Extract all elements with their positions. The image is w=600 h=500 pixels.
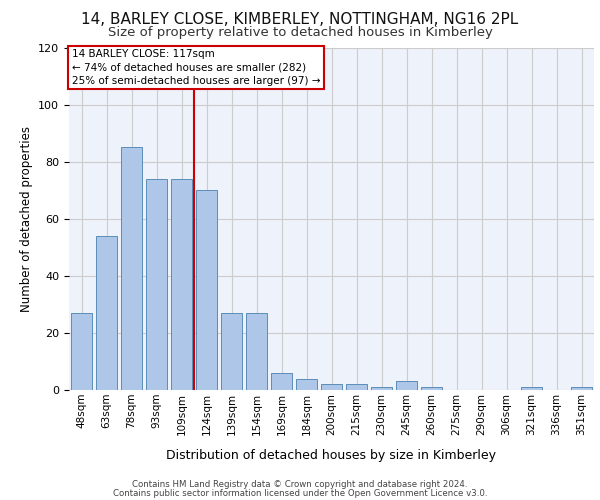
Bar [296, 378, 317, 390]
Bar [121, 148, 142, 390]
Bar [346, 384, 367, 390]
Bar [571, 387, 592, 390]
Text: 14, BARLEY CLOSE, KIMBERLEY, NOTTINGHAM, NG16 2PL: 14, BARLEY CLOSE, KIMBERLEY, NOTTINGHAM,… [82, 12, 518, 28]
Bar [96, 236, 117, 390]
Text: Size of property relative to detached houses in Kimberley: Size of property relative to detached ho… [107, 26, 493, 39]
Bar [146, 179, 167, 390]
Bar [271, 373, 292, 390]
Bar [396, 382, 417, 390]
X-axis label: Distribution of detached houses by size in Kimberley: Distribution of detached houses by size … [167, 449, 497, 462]
Bar [196, 190, 217, 390]
Text: Contains HM Land Registry data © Crown copyright and database right 2024.: Contains HM Land Registry data © Crown c… [132, 480, 468, 489]
Bar [521, 387, 542, 390]
Y-axis label: Number of detached properties: Number of detached properties [20, 126, 32, 312]
Bar [246, 313, 267, 390]
Bar [221, 313, 242, 390]
Bar [71, 313, 92, 390]
Bar [321, 384, 342, 390]
Bar [421, 387, 442, 390]
Text: 14 BARLEY CLOSE: 117sqm
← 74% of detached houses are smaller (282)
25% of semi-d: 14 BARLEY CLOSE: 117sqm ← 74% of detache… [71, 49, 320, 86]
Bar [171, 179, 192, 390]
Text: Contains public sector information licensed under the Open Government Licence v3: Contains public sector information licen… [113, 488, 487, 498]
Bar [371, 387, 392, 390]
